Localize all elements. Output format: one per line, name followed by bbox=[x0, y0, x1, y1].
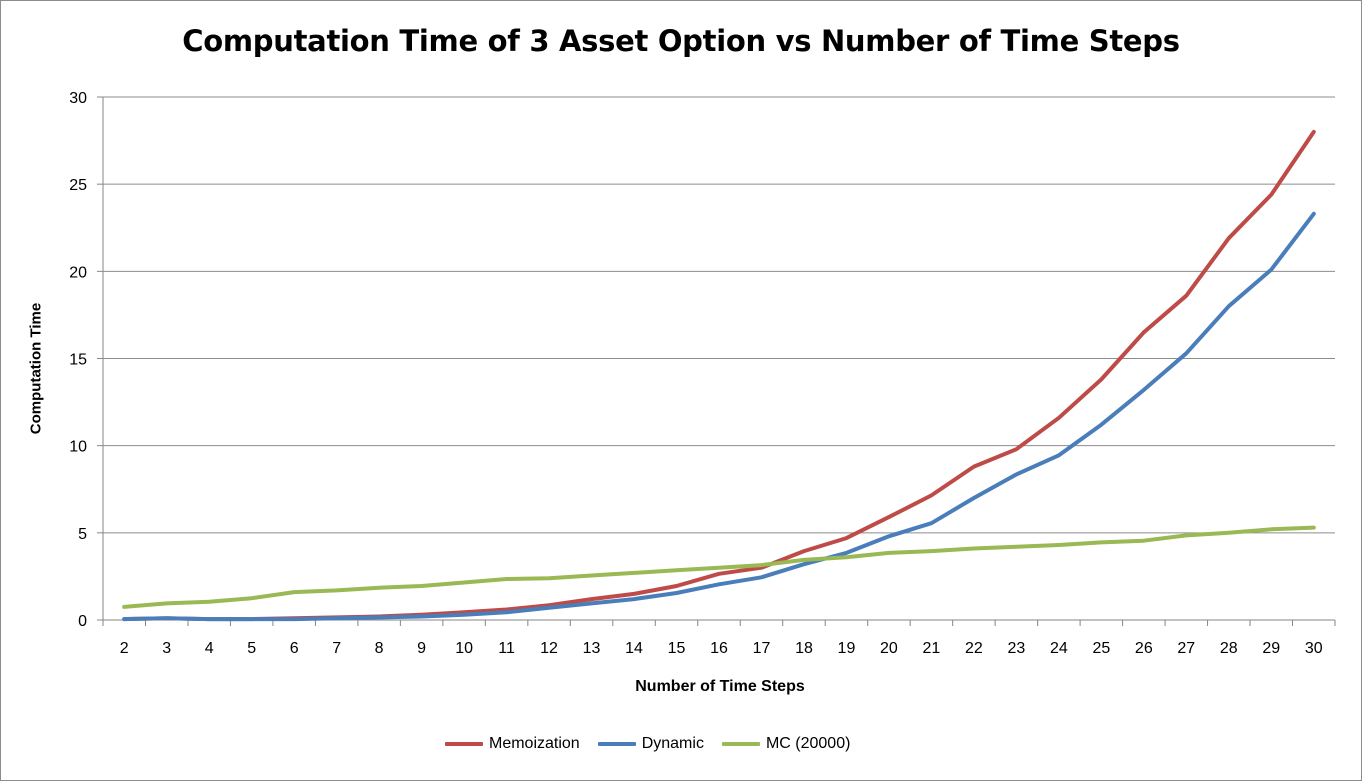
x-tick-label: 9 bbox=[417, 640, 426, 657]
x-tick-label: 24 bbox=[1050, 640, 1068, 657]
x-tick-label: 15 bbox=[668, 640, 686, 657]
x-tick-label: 20 bbox=[880, 640, 898, 657]
legend-swatch bbox=[445, 742, 483, 746]
legend-swatch bbox=[597, 742, 636, 746]
x-tick-label: 4 bbox=[205, 640, 214, 657]
y-tick-label: 25 bbox=[69, 177, 87, 194]
legend-swatch bbox=[721, 742, 760, 746]
y-tick-label: 15 bbox=[69, 352, 87, 369]
legend-item: Memoization bbox=[445, 735, 580, 753]
x-tick-label: 2 bbox=[120, 640, 129, 657]
x-tick-label: 7 bbox=[332, 640, 341, 657]
x-tick-label: 3 bbox=[162, 640, 171, 657]
x-axis-title: Number of Time Steps bbox=[635, 678, 805, 695]
series-line-dynamic bbox=[122, 211, 1316, 622]
x-tick-label: 16 bbox=[710, 640, 728, 657]
y-tick-label: 5 bbox=[78, 526, 87, 543]
x-tick-label: 12 bbox=[540, 640, 558, 657]
legend-item: MC (20000) bbox=[721, 735, 851, 753]
x-tick-label: 27 bbox=[1177, 640, 1195, 657]
x-tick-label: 21 bbox=[923, 640, 941, 657]
x-tick-label: 17 bbox=[753, 640, 771, 657]
legend-label: Memoization bbox=[489, 735, 580, 752]
x-tick-label: 11 bbox=[498, 640, 515, 657]
x-tick-label: 30 bbox=[1305, 640, 1323, 657]
series-line-mc-20000 bbox=[122, 525, 1316, 609]
legend-label: MC (20000) bbox=[765, 735, 851, 752]
x-tick-label: 22 bbox=[965, 640, 983, 657]
x-tick-label: 10 bbox=[455, 640, 473, 657]
y-axis-title: Computation Time bbox=[27, 302, 45, 435]
x-tick-label: 25 bbox=[1092, 640, 1110, 657]
x-tick-label: 14 bbox=[625, 640, 643, 657]
x-tick-label: 5 bbox=[247, 640, 256, 657]
chart-title: Computation Time of 3 Asset Option vs Nu… bbox=[182, 24, 1180, 58]
x-tick-label: 18 bbox=[795, 640, 813, 657]
series-line-memoization bbox=[122, 129, 1316, 622]
legend-item: Dynamic bbox=[597, 735, 704, 753]
x-tick-label: 19 bbox=[838, 640, 856, 657]
x-tick-label: 8 bbox=[375, 640, 384, 657]
x-tick-label: 6 bbox=[290, 640, 299, 657]
legend-label: Dynamic bbox=[641, 735, 704, 752]
y-tick-label: 20 bbox=[69, 264, 87, 281]
y-tick-label: 10 bbox=[69, 439, 87, 456]
x-tick-label: 29 bbox=[1262, 640, 1280, 657]
x-tick-label: 13 bbox=[583, 640, 601, 657]
x-tick-label: 28 bbox=[1220, 640, 1238, 657]
legend: Memoization Dynamic MC (20000) bbox=[445, 733, 868, 755]
y-tick-label: 30 bbox=[69, 90, 87, 107]
x-tick-label: 26 bbox=[1135, 640, 1153, 657]
x-tick-label: 23 bbox=[1007, 640, 1025, 657]
y-tick-label: 0 bbox=[78, 613, 87, 630]
